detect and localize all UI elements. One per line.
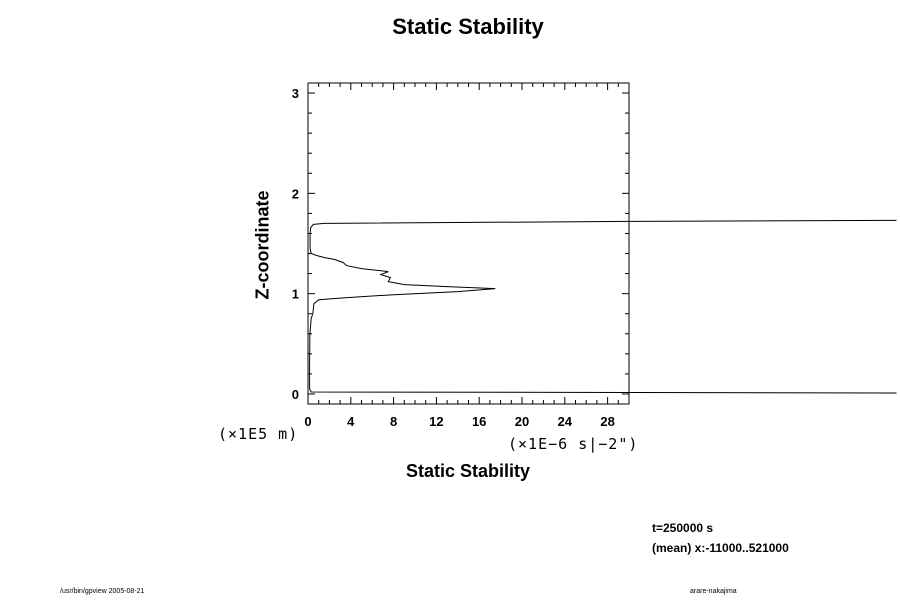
time-annotation: t=250000 s xyxy=(652,521,714,535)
chart-title: Static Stability xyxy=(392,14,544,39)
x-tick-label: 16 xyxy=(472,414,486,429)
x-tick-label: 0 xyxy=(304,414,311,429)
x-tick-label: 8 xyxy=(390,414,397,429)
x-tick-label: 4 xyxy=(347,414,355,429)
y-axis-label: Z-coordinate xyxy=(252,190,273,300)
x-tick-label: 12 xyxy=(429,414,443,429)
y-axis-unit: (×1E5 m) xyxy=(218,425,299,443)
data-series xyxy=(309,219,897,394)
mean-range-annotation: (mean) x:-11000..521000 xyxy=(652,541,789,555)
y-tick-label: 1 xyxy=(292,287,299,302)
y-tick-label: 3 xyxy=(292,86,299,101)
footer-command: /usr/bin/gpview 2005-08-21 xyxy=(60,588,145,595)
y-axis-ticks: 0 1 2 3 xyxy=(292,86,629,402)
x-tick-label: 20 xyxy=(515,414,529,429)
x-axis-label: Static Stability xyxy=(405,461,531,481)
x-tick-label: 24 xyxy=(558,414,573,429)
series-line-0 xyxy=(309,219,897,394)
y-tick-label: 2 xyxy=(292,186,299,201)
x-axis-ticks: 0 4 8 12 16 20 24 28 xyxy=(304,83,630,429)
x-axis-unit: (×1E−6 s|−2") xyxy=(508,435,639,453)
y-tick-label: 0 xyxy=(292,387,299,402)
plot-frame xyxy=(307,82,630,405)
footer-author: arare-nakajima xyxy=(690,588,737,595)
x-tick-label: 28 xyxy=(600,414,614,429)
